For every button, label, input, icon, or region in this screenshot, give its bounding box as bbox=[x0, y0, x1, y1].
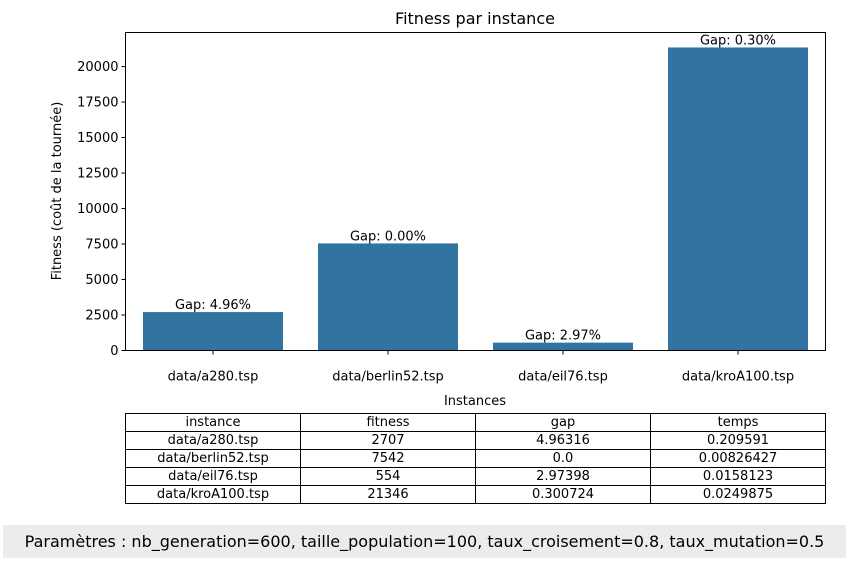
plot-frame bbox=[125, 32, 826, 351]
x-tick-label: data/kroA100.tsp bbox=[682, 370, 794, 385]
x-tick-label: data/eil76.tsp bbox=[518, 370, 608, 385]
table-cell: 0.209591 bbox=[650, 431, 826, 450]
table-row: data/kroA100.tsp 21346 0.300724 0.024987… bbox=[125, 485, 826, 504]
chart-title: Fitness par instance bbox=[395, 9, 555, 28]
y-tick-label: 7500 bbox=[85, 238, 118, 253]
table-cell: 7542 bbox=[300, 449, 476, 468]
y-tick-label: 15000 bbox=[77, 131, 118, 146]
table-cell: 554 bbox=[300, 467, 476, 486]
table-cell: 2.97398 bbox=[475, 467, 651, 486]
column-header: instance bbox=[125, 413, 301, 432]
column-header: fitness bbox=[300, 413, 476, 432]
bar-data-label: Gap: 0.00% bbox=[350, 229, 426, 244]
parameters-footer: Paramètres : nb_generation=600, taille_p… bbox=[3, 525, 846, 558]
table-cell: 0.0 bbox=[475, 449, 651, 468]
table-header-row: instance fitness gap temps bbox=[125, 413, 826, 432]
table-cell: 0.0249875 bbox=[650, 485, 826, 504]
y-tick-label: 10000 bbox=[77, 202, 118, 217]
table-cell: 0.300724 bbox=[475, 485, 651, 504]
bar bbox=[668, 47, 808, 351]
bar-data-label: Gap: 0.30% bbox=[700, 33, 776, 48]
table-cell: data/berlin52.tsp bbox=[125, 449, 301, 468]
bar-chart: Fitness par instance 0 2500 5000 7500 10000 1… bbox=[50, 9, 826, 409]
table-row: data/eil76.tsp 554 2.97398 0.0158123 bbox=[125, 467, 826, 486]
table-cell: 2707 bbox=[300, 431, 476, 450]
table-cell: 21346 bbox=[300, 485, 476, 504]
y-tick-label: 2500 bbox=[85, 309, 118, 324]
x-axis-label: Instances bbox=[444, 394, 506, 409]
column-header: temps bbox=[650, 413, 826, 432]
y-axis-label: Fitness (coût de la tournée) bbox=[50, 102, 65, 281]
bars: Gap: 4.96% Gap: 0.00% Gap: 2.97% Gap: 0.30% bbox=[143, 33, 808, 351]
table-cell: 4.96316 bbox=[475, 431, 651, 450]
x-tick-label: data/a280.tsp bbox=[168, 370, 259, 385]
table-cell: 0.0158123 bbox=[650, 467, 826, 486]
bar-data-label: Gap: 2.97% bbox=[525, 329, 601, 344]
table-cell: data/kroA100.tsp bbox=[125, 485, 301, 504]
bar bbox=[318, 243, 458, 351]
y-tick-label: 0 bbox=[110, 344, 118, 359]
y-tick-label: 5000 bbox=[85, 273, 118, 288]
table-cell: 0.00826427 bbox=[650, 449, 826, 468]
table-row: data/a280.tsp 2707 4.96316 0.209591 bbox=[125, 431, 826, 450]
results-table: instance fitness gap temps data/a280.tsp… bbox=[125, 413, 826, 504]
bar-data-label: Gap: 4.96% bbox=[175, 298, 251, 313]
table-row: data/berlin52.tsp 7542 0.0 0.00826427 bbox=[125, 449, 826, 468]
column-header: gap bbox=[475, 413, 651, 432]
x-tick-label: data/berlin52.tsp bbox=[332, 370, 444, 385]
y-axis: 0 2500 5000 7500 10000 12500 15000 17500 20000 bbox=[77, 60, 126, 359]
y-tick-label: 17500 bbox=[77, 96, 118, 111]
bar bbox=[143, 312, 283, 351]
bar bbox=[493, 342, 633, 351]
y-tick-label: 12500 bbox=[77, 167, 118, 182]
x-axis: data/a280.tsp data/berlin52.tsp data/eil76… bbox=[168, 350, 794, 385]
table-cell: data/eil76.tsp bbox=[125, 467, 301, 486]
table-cell: data/a280.tsp bbox=[125, 431, 301, 450]
y-tick-label: 20000 bbox=[77, 60, 118, 75]
